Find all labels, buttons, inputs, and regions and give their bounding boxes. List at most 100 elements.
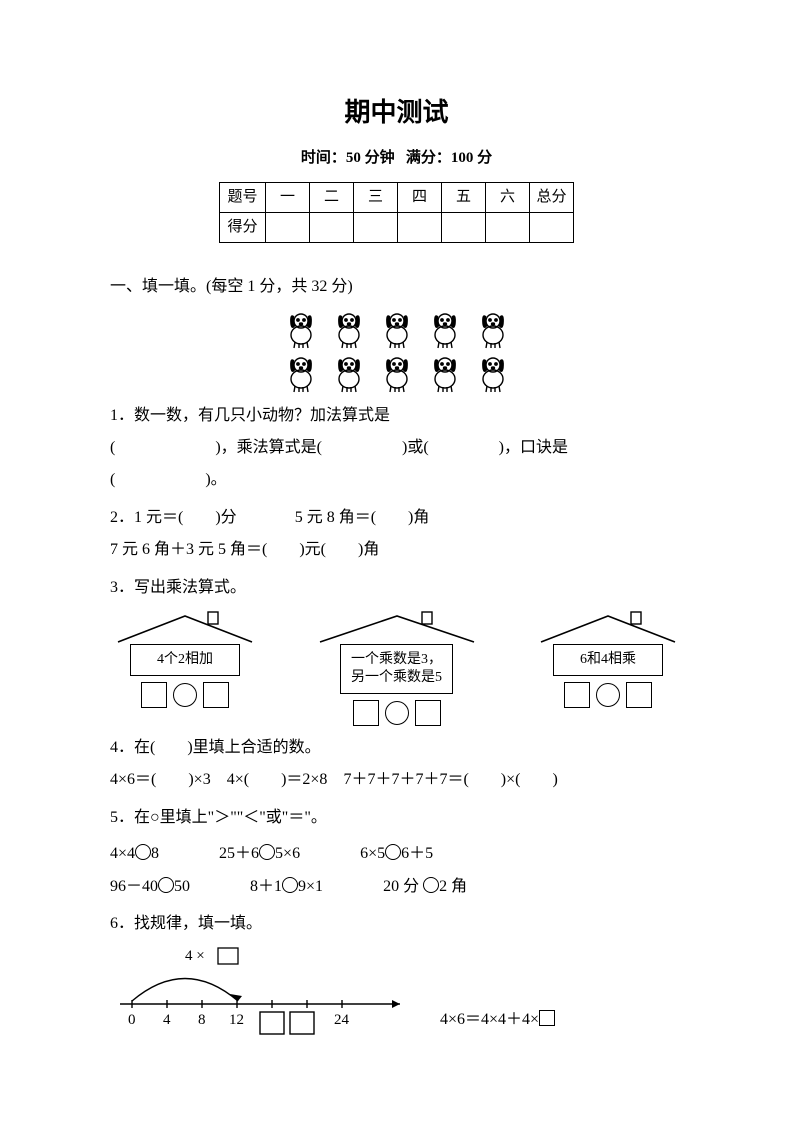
td <box>530 212 574 242</box>
q-text: 在( )里填上合适的数。 <box>134 739 321 756</box>
th: 总分 <box>530 182 574 212</box>
roof-icon <box>110 610 260 644</box>
blank-square <box>564 682 590 708</box>
q-num: 4． <box>110 739 134 756</box>
q-text: 4×6＝( )×3 <box>110 771 211 788</box>
number-line-icon: 4 × 0 4 8 12 24 <box>110 946 410 1041</box>
blank-circle <box>158 877 174 893</box>
blank-square <box>626 682 652 708</box>
expr: 96－40 50 <box>110 873 190 902</box>
q-num: 6． <box>110 915 134 932</box>
th: 四 <box>398 182 442 212</box>
q-text: 9×1 <box>298 878 323 895</box>
page: 期中测试 时间：50 分钟 满分：100 分 题号 一 二 三 四 五 六 总分… <box>0 0 793 1091</box>
td <box>486 212 530 242</box>
section-heading: 一、填一填。(每空 1 分，共 32 分) <box>110 273 683 302</box>
q-text: 写出乘法算式。 <box>134 579 246 596</box>
house-label: 6和4相乘 <box>553 644 663 676</box>
roof-icon <box>312 610 482 644</box>
blank-square <box>353 700 379 726</box>
q-num: 1． <box>110 407 134 424</box>
roof-icon <box>533 610 683 644</box>
td <box>442 212 486 242</box>
q-text: ( <box>110 439 115 456</box>
dog-icon <box>376 308 418 350</box>
q5-row: 96－40 50 8＋1 9×1 20 分 2 角 <box>110 873 683 902</box>
dogs-figure <box>110 308 683 394</box>
q-text: 8＋1 <box>250 878 282 895</box>
q-text: 找规律，填一填。 <box>134 915 262 932</box>
q-text: 50 <box>174 878 190 895</box>
q-text: 6＋5 <box>401 845 433 862</box>
question-6: 6．找规律，填一填。 <box>110 908 683 940</box>
question-2: 2．1 元＝( )分 5 元 8 角＝( )角 7 元 6 角＋3 元 5 角＝… <box>110 502 683 566</box>
th: 一 <box>266 182 310 212</box>
dog-icon <box>424 308 466 350</box>
q-text: )，口诀是 <box>499 439 568 456</box>
answer-boxes <box>353 700 441 726</box>
blank-square <box>539 1010 555 1026</box>
q-text: 在○里填上"＞""＜"或"＝"。 <box>134 809 327 826</box>
td <box>266 212 310 242</box>
q-text: 4×6＝4×4＋4× <box>440 1011 539 1028</box>
house: 一个乘数是3， 另一个乘数是5 <box>312 610 482 726</box>
question-3: 3．写出乘法算式。 <box>110 572 683 604</box>
dog-row <box>110 352 683 394</box>
q-text: 25＋6 <box>219 845 259 862</box>
expr: 20 分 2 角 <box>383 873 467 902</box>
th: 五 <box>442 182 486 212</box>
question-4: 4．在( )里填上合适的数。 4×6＝( )×3 4×( )＝2×8 7＋7＋7… <box>110 732 683 796</box>
q-num: 3． <box>110 579 134 596</box>
expr: 25＋65×6 <box>219 840 300 869</box>
q-text: 1 元＝( )分 <box>134 509 237 526</box>
house: 4个2相加 <box>110 610 260 726</box>
expr: 6×5 6＋5 <box>360 840 433 869</box>
blank-square <box>141 682 167 708</box>
q-text: 7 元 6 角＋3 元 5 角＝( )元( )角 <box>110 541 379 558</box>
question-1: 1．数一数，有几只小动物？加法算式是 ()，乘法算式是()或()，口诀是 ()。 <box>110 400 683 496</box>
q-num: 5． <box>110 809 134 826</box>
dog-icon <box>472 308 514 350</box>
score-table: 题号 一 二 三 四 五 六 总分 得分 <box>219 182 574 243</box>
tick-label: 12 <box>229 1012 244 1028</box>
q-text: )或( <box>402 439 429 456</box>
td <box>398 212 442 242</box>
house: 6和4相乘 <box>533 610 683 726</box>
th: 题号 <box>220 182 266 212</box>
expr: 8＋1 9×1 <box>250 873 323 902</box>
tick-label: 4 <box>163 1012 171 1028</box>
question-5: 5．在○里填上"＞""＜"或"＝"。 <box>110 802 683 834</box>
q-text: 数一数，有几只小动物？加法算式是 <box>134 407 390 424</box>
blank-square <box>415 700 441 726</box>
q-text: ( <box>110 471 115 488</box>
table-row: 得分 <box>220 212 574 242</box>
th: 二 <box>310 182 354 212</box>
houses-row: 4个2相加 一个乘数是3， 另一个乘数是5 6和4相乘 <box>110 610 683 726</box>
table-row: 题号 一 二 三 四 五 六 总分 <box>220 182 574 212</box>
blank-circle <box>423 877 439 893</box>
blank-circle <box>135 844 151 860</box>
td <box>310 212 354 242</box>
dog-row <box>110 308 683 350</box>
page-title: 期中测试 <box>110 90 683 137</box>
q6-figure: 4 × 0 4 8 12 24 4×6＝4×4＋4× <box>110 946 683 1041</box>
th: 六 <box>486 182 530 212</box>
q-text: 4×( )＝2×8 <box>227 771 328 788</box>
q-text: 6×5 <box>360 845 385 862</box>
q-text: 96－40 <box>110 878 158 895</box>
q5-row: 4×48 25＋65×6 6×5 6＋5 <box>110 840 683 869</box>
td <box>354 212 398 242</box>
dog-icon <box>328 308 370 350</box>
arc-label: 4 × <box>185 948 205 964</box>
blank-square <box>203 682 229 708</box>
blank-circle <box>385 844 401 860</box>
dog-icon <box>376 352 418 394</box>
answer-boxes <box>141 682 229 708</box>
q-text: )。 <box>205 471 226 488</box>
td: 得分 <box>220 212 266 242</box>
expr: 4×48 <box>110 840 159 869</box>
tick-label: 8 <box>198 1012 206 1028</box>
q-text: 20 分 <box>383 878 423 895</box>
th: 三 <box>354 182 398 212</box>
blank-circle <box>282 877 298 893</box>
